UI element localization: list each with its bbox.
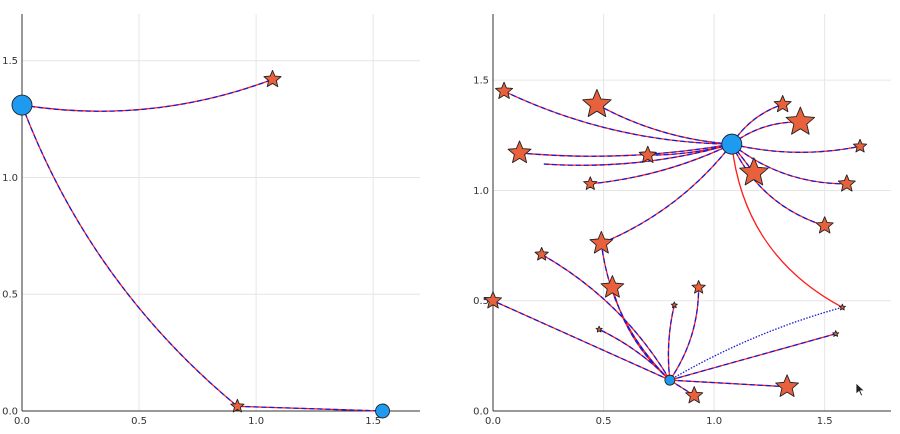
trajectory-blue <box>669 379 788 388</box>
trajectory-blue <box>667 304 675 381</box>
star-marker <box>785 106 816 135</box>
y-tick-label: 0.5 <box>473 296 489 307</box>
star-marker <box>507 140 532 164</box>
trajectory-blue <box>731 143 825 227</box>
trajectory-red <box>519 143 732 157</box>
star-marker <box>600 275 625 298</box>
trajectory-blue <box>601 143 733 244</box>
trajectory-blue <box>503 90 732 145</box>
trajectory-red <box>600 243 671 381</box>
trajectory-red <box>503 90 732 145</box>
trajectory-blue <box>600 243 671 381</box>
x-tick-label: 1.5 <box>817 416 833 427</box>
trajectory-blue <box>492 300 671 381</box>
y-tick-label: 1.0 <box>2 173 18 184</box>
star-marker <box>691 280 706 294</box>
star-marker <box>483 291 503 309</box>
left-plot-panel: 0.0 0.5 1.0 1.5 0.0 0.5 1.0 1.5 <box>2 14 420 427</box>
x-tick-label: 1.5 <box>365 416 381 427</box>
trajectory-blue <box>237 405 383 412</box>
trajectory-red <box>731 143 847 185</box>
x-tick-label: 0.5 <box>596 416 612 427</box>
trajectory-blue <box>731 143 861 153</box>
y-tick-label: 1.5 <box>2 56 18 67</box>
star-marker <box>583 176 598 190</box>
star-marker <box>638 145 657 163</box>
trajectory-blue <box>21 104 238 407</box>
star-marker <box>815 216 834 234</box>
y-tick-label: 1.0 <box>473 186 489 197</box>
star-marker <box>685 386 704 404</box>
trajectory-blue <box>519 143 732 157</box>
trajectory-blue <box>541 253 671 381</box>
trajectory-blue <box>731 121 801 145</box>
y-tick-label: 0.5 <box>2 290 18 301</box>
star-marker <box>832 330 840 337</box>
trajectory-blue <box>669 333 836 381</box>
trajectory-blue <box>598 328 671 381</box>
star-marker <box>837 174 856 192</box>
y-tick-label: 0.0 <box>473 407 489 418</box>
star-marker <box>589 230 614 254</box>
x-tick-label: 0.5 <box>131 416 147 427</box>
trajectory-blue <box>731 103 783 145</box>
x-tick-label: 0.0 <box>485 416 501 427</box>
trajectory-red <box>731 144 843 308</box>
circle-marker <box>375 403 390 419</box>
y-tick-label: 1.5 <box>473 76 489 87</box>
star-marker <box>495 81 514 99</box>
trajectory-red <box>21 78 273 112</box>
star-marker <box>582 88 612 118</box>
trajectory-blue <box>590 143 733 185</box>
trajectory-blue <box>21 78 273 112</box>
trajectory-red <box>596 103 732 145</box>
y-tick-label: 0.0 <box>2 407 18 418</box>
star-marker <box>852 138 868 153</box>
circle-marker <box>11 94 33 116</box>
trajectory-blue <box>669 287 700 381</box>
trajectory-red <box>731 121 801 145</box>
trajectory-red <box>21 104 238 407</box>
trajectory-red <box>543 143 732 166</box>
star-marker <box>670 301 678 309</box>
circle-marker <box>664 374 676 386</box>
star-marker <box>775 374 799 397</box>
trajectory-blue <box>596 103 732 145</box>
star-marker <box>739 157 769 186</box>
star-marker <box>263 69 282 88</box>
star-marker <box>534 246 549 261</box>
star-marker <box>773 94 792 113</box>
star-marker <box>230 398 245 413</box>
star-marker <box>838 303 846 311</box>
right-plot-panel: 0.0 0.5 1.0 1.5 0.0 0.5 1.0 1.5 <box>473 14 891 427</box>
x-tick-label: 1.0 <box>706 416 722 427</box>
star-marker <box>595 325 603 333</box>
trajectory-blue <box>669 306 843 381</box>
x-tick-label: 1.0 <box>248 416 264 427</box>
x-tick-label: 0.0 <box>14 416 30 427</box>
circle-marker <box>721 133 743 155</box>
